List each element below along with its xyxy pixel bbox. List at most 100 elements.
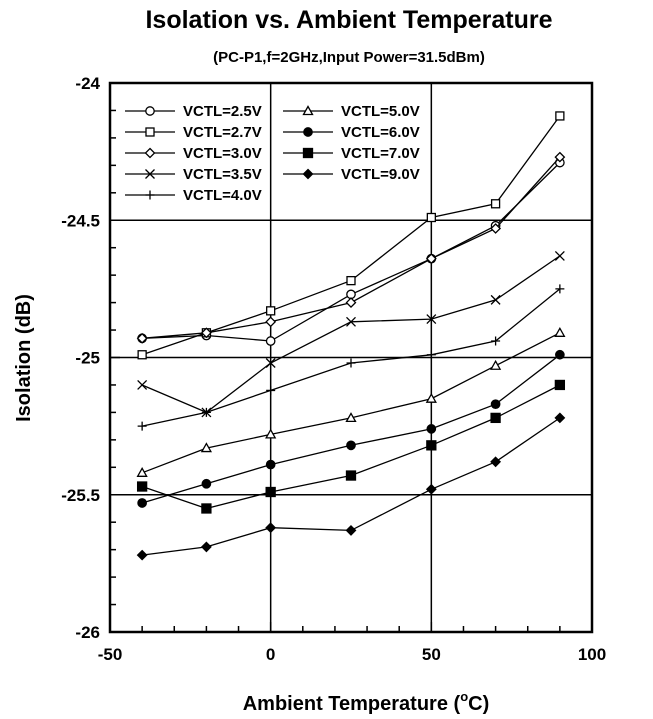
data-point bbox=[490, 199, 501, 209]
data-point bbox=[426, 212, 436, 223]
data-point bbox=[426, 424, 437, 434]
data-point bbox=[490, 399, 501, 410]
legend-entry: VCTL=4.0V bbox=[125, 187, 262, 204]
legend-entry: VCTL=7.0V bbox=[283, 145, 420, 162]
legend-entry: VCTL=3.5V bbox=[125, 166, 262, 183]
legend-label: VCTL=3.0V bbox=[183, 145, 262, 162]
data-point bbox=[265, 486, 276, 498]
data-point bbox=[345, 470, 357, 481]
data-point bbox=[554, 379, 566, 391]
data-point bbox=[137, 379, 148, 390]
data-point bbox=[136, 466, 148, 477]
data-point bbox=[144, 147, 156, 159]
legend-label: VCTL=2.7V bbox=[183, 124, 262, 141]
legend-label: VCTL=3.5V bbox=[183, 166, 262, 183]
x-axis-title-degree: o bbox=[460, 689, 468, 704]
data-point bbox=[425, 483, 437, 495]
chart-title: Isolation vs. Ambient Temperature bbox=[145, 6, 552, 34]
data-point bbox=[346, 440, 356, 451]
data-point bbox=[136, 481, 148, 492]
y-tick-label: -25 bbox=[75, 349, 100, 368]
x-tick-label: 50 bbox=[422, 645, 441, 664]
series-vctl-5-0v bbox=[136, 326, 566, 477]
legend-label: VCTL=4.0V bbox=[183, 187, 262, 204]
x-tick-label: 0 bbox=[266, 645, 275, 664]
data-point bbox=[303, 127, 313, 137]
tick-labels: -50 0 50 100 -24 -24.5 -25 -25.5 -26 bbox=[61, 74, 606, 664]
data-point bbox=[201, 478, 212, 489]
data-point bbox=[345, 525, 357, 536]
data-point bbox=[265, 336, 276, 346]
data-point bbox=[145, 190, 155, 200]
data-point bbox=[265, 459, 276, 470]
plot-frame bbox=[108, 81, 594, 634]
data-point bbox=[145, 169, 155, 179]
data-point bbox=[200, 327, 212, 339]
legend-label: VCTL=2.5V bbox=[183, 103, 262, 120]
data-point bbox=[265, 428, 277, 439]
data-point bbox=[302, 168, 314, 180]
data-point bbox=[489, 359, 502, 370]
data-point bbox=[302, 147, 314, 159]
series-vctl-9-0v bbox=[136, 412, 566, 561]
data-point bbox=[425, 253, 437, 265]
y-axis-title: Isolation (dB) bbox=[13, 294, 35, 422]
data-point bbox=[555, 349, 565, 360]
data-point bbox=[201, 407, 211, 417]
series-lines bbox=[136, 111, 566, 561]
data-point bbox=[302, 105, 314, 116]
legend-entry: VCTL=2.5V bbox=[125, 103, 262, 120]
legend-entry: VCTL=9.0V bbox=[283, 166, 420, 183]
data-point bbox=[554, 326, 566, 337]
x-axis-title-prefix: Ambient Temperature ( bbox=[243, 693, 461, 715]
data-point bbox=[426, 350, 436, 360]
data-point bbox=[137, 498, 147, 508]
data-point bbox=[265, 522, 277, 534]
data-point bbox=[426, 440, 437, 451]
x-tick-label: 100 bbox=[578, 645, 606, 664]
data-point bbox=[136, 549, 148, 561]
data-point bbox=[346, 316, 356, 327]
data-point bbox=[555, 284, 565, 294]
data-point bbox=[137, 421, 147, 431]
legend-label: VCTL=9.0V bbox=[341, 166, 420, 183]
chart-subtitle: (PC-P1,f=2GHz,Input Power=31.5dBm) bbox=[213, 49, 485, 66]
data-point bbox=[346, 358, 356, 368]
data-point bbox=[345, 412, 357, 423]
x-axis-title-suffix: C) bbox=[468, 693, 489, 715]
data-point bbox=[491, 336, 501, 346]
legend-entry: VCTL=6.0V bbox=[283, 124, 420, 141]
data-point bbox=[345, 297, 357, 309]
series-vctl-7-0v bbox=[136, 379, 566, 514]
data-point bbox=[201, 503, 212, 514]
data-point bbox=[555, 111, 565, 121]
y-tick-label: -24.5 bbox=[61, 211, 100, 230]
legend: VCTL=2.5V VCTL=5.0V VCTL=2.7V VCTL=6.0V VCTL… bbox=[125, 103, 420, 204]
legend-label: VCTL=5.0V bbox=[341, 103, 420, 120]
data-point bbox=[490, 294, 501, 305]
legend-entry: VCTL=5.0V bbox=[283, 103, 420, 120]
data-point bbox=[266, 385, 276, 395]
data-point bbox=[145, 127, 155, 137]
data-point bbox=[554, 151, 566, 163]
y-tick-label: -25.5 bbox=[61, 486, 100, 505]
data-point bbox=[426, 314, 437, 325]
series-vctl-3-0v bbox=[136, 151, 566, 344]
data-point bbox=[265, 316, 277, 328]
y-tick-label: -26 bbox=[75, 623, 100, 642]
data-point bbox=[145, 106, 155, 116]
data-point bbox=[137, 350, 147, 360]
data-point bbox=[200, 541, 212, 553]
data-point bbox=[136, 332, 148, 344]
x-tick-label: -50 bbox=[98, 645, 123, 664]
data-point bbox=[200, 442, 213, 453]
data-point bbox=[346, 275, 356, 286]
x-axis-title: Ambient Temperature (oC) bbox=[243, 689, 490, 715]
legend-label: VCTL=6.0V bbox=[341, 124, 420, 141]
data-point bbox=[490, 456, 502, 468]
legend-entry: VCTL=3.0V bbox=[125, 145, 262, 162]
series-vctl-4-0v bbox=[137, 284, 565, 431]
data-point bbox=[490, 412, 501, 424]
data-point bbox=[490, 223, 502, 234]
legend-label: VCTL=7.0V bbox=[341, 145, 420, 162]
